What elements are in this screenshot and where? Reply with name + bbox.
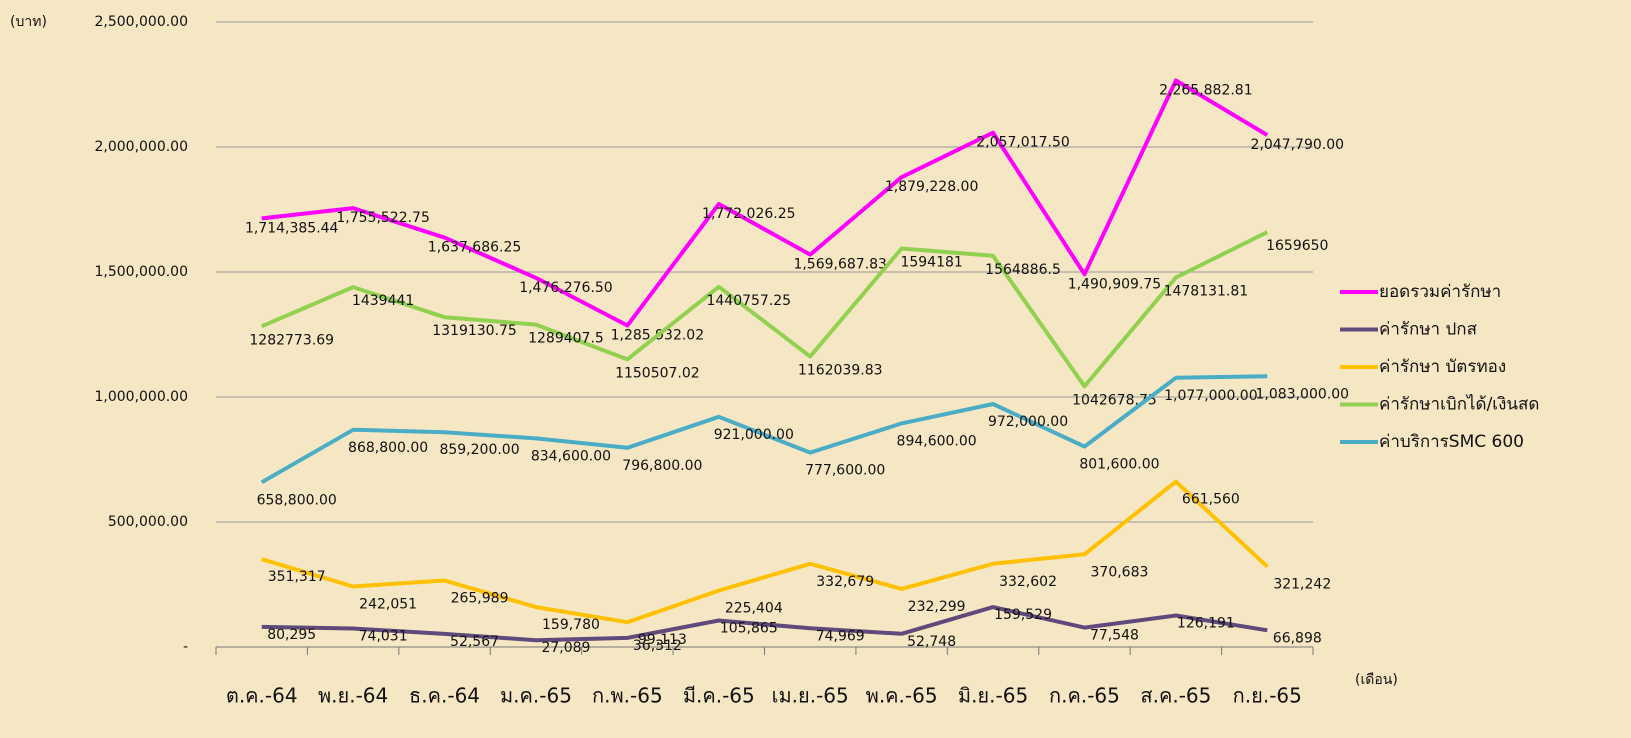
data-label: 126,191 <box>1177 615 1235 631</box>
y-tick-label: 1,500,000.00 <box>94 264 188 280</box>
data-label: 321,242 <box>1273 577 1331 593</box>
data-label: 1150507.02 <box>615 365 700 381</box>
data-label: 972,000.00 <box>988 414 1068 430</box>
data-label: 1,755,522.75 <box>336 210 430 226</box>
data-label: 265,989 <box>451 591 509 607</box>
legend-label: ยอดรวมค่ารักษา <box>1379 282 1501 302</box>
data-label: 52,748 <box>907 634 956 650</box>
legend-label: ค่ารักษา บัตรทอง <box>1379 357 1506 377</box>
data-label: 1042678.75 <box>1072 392 1157 408</box>
y-tick-label: 1,000,000.00 <box>94 389 188 405</box>
data-label: 921,000.00 <box>714 427 794 443</box>
y-tick-label: - <box>183 639 188 655</box>
series-line <box>260 374 1268 485</box>
data-label: 74,969 <box>816 628 865 644</box>
data-label: 1659650 <box>1266 238 1328 254</box>
y-tick-label: 500,000.00 <box>108 514 188 530</box>
series-line <box>261 78 1269 328</box>
x-tick-label: ก.ย.-65 <box>1233 684 1302 708</box>
data-label: 1594181 <box>900 254 962 270</box>
data-label: 1,772,026.25 <box>702 206 796 222</box>
data-label: 2,057,017.50 <box>976 135 1070 151</box>
data-label: 1319130.75 <box>432 323 517 339</box>
data-label: 801,600.00 <box>1079 457 1159 473</box>
data-label: 859,200.00 <box>439 442 519 458</box>
data-label: 1,879,228.00 <box>885 179 979 195</box>
data-label: 52,567 <box>450 634 499 650</box>
data-label: 1478131.81 <box>1164 283 1249 299</box>
series-line <box>260 230 1269 389</box>
x-axis-label: (เดือน) <box>1355 672 1398 688</box>
x-tick-label: ส.ค.-65 <box>1140 684 1211 708</box>
data-label: 1162039.83 <box>798 362 883 378</box>
x-tick-label: ม.ค.-65 <box>500 684 572 708</box>
data-label: 351,317 <box>268 569 326 585</box>
data-label: 99,113 <box>638 632 687 648</box>
data-label: 105,865 <box>720 621 778 637</box>
legend-label: ค่ารักษา ปกส <box>1379 320 1478 340</box>
data-label: 834,600.00 <box>531 448 611 464</box>
data-label: 1,637,686.25 <box>428 240 522 256</box>
data-label: 1,083,000.00 <box>1256 386 1350 402</box>
data-label: 36,312 <box>633 638 682 654</box>
x-tick-label: ก.พ.-65 <box>592 684 663 708</box>
x-tick-label: ต.ค.-64 <box>226 684 298 708</box>
data-label: 1,490,909.75 <box>1068 276 1162 292</box>
x-tick-label: ก.ค.-65 <box>1049 684 1120 708</box>
x-tick-label: ธ.ค.-64 <box>409 684 480 708</box>
data-label: 332,602 <box>999 574 1057 590</box>
y-tick-label: 2,500,000.00 <box>94 14 188 30</box>
x-tick-label: พ.ย.-64 <box>318 684 388 708</box>
data-label: 1,569,687.83 <box>793 257 887 273</box>
legend-label: ค่ารักษาเบิกได้/เงินสด <box>1379 394 1539 415</box>
data-label: 2,265,882.81 <box>1159 83 1253 99</box>
data-label: 27,089 <box>541 640 590 656</box>
x-tick-label: เม.ย.-65 <box>772 684 849 708</box>
data-label: 242,051 <box>359 596 417 612</box>
x-tick-label: มิ.ย.-65 <box>958 684 1028 708</box>
y-axis-label: (บาท) <box>10 14 47 30</box>
data-label: 1289407.5 <box>528 331 604 347</box>
data-label: 894,600.00 <box>897 433 977 449</box>
data-label: 332,679 <box>816 574 874 590</box>
data-label: 1,714,385.44 <box>245 220 339 236</box>
legend-label: ค่าบริการSMC 600 <box>1379 432 1524 452</box>
data-label: 2,047,790.00 <box>1251 137 1345 153</box>
data-label: 1282773.69 <box>249 332 334 348</box>
x-tick-label: พ.ค.-65 <box>866 684 938 708</box>
data-label: 1564886.5 <box>985 262 1061 278</box>
data-label: 661,560 <box>1182 492 1240 508</box>
data-label: 77,548 <box>1090 628 1139 644</box>
data-label: 80,295 <box>267 627 316 643</box>
data-label: 1,476,276.50 <box>519 280 613 296</box>
series-line <box>261 479 1269 625</box>
data-label: 868,800.00 <box>348 440 428 456</box>
data-label: 1440757.25 <box>706 293 791 309</box>
x-tick-label: มี.ค.-65 <box>683 684 755 708</box>
data-label: 658,800.00 <box>257 492 337 508</box>
data-label: 796,800.00 <box>622 458 702 474</box>
data-label: 1,077,000.00 <box>1164 388 1258 404</box>
data-label: 66,898 <box>1273 630 1322 646</box>
data-label: 1439441 <box>352 293 414 309</box>
series-line <box>261 605 1268 643</box>
data-label: 159,529 <box>994 607 1052 623</box>
data-label: 225,404 <box>725 601 783 617</box>
data-label: 74,031 <box>359 628 408 644</box>
data-label: 232,299 <box>908 599 966 615</box>
data-label: 370,683 <box>1091 564 1149 580</box>
data-label: 777,600.00 <box>805 463 885 479</box>
y-tick-label: 2,000,000.00 <box>94 139 188 155</box>
data-label: 159,780 <box>542 617 600 633</box>
